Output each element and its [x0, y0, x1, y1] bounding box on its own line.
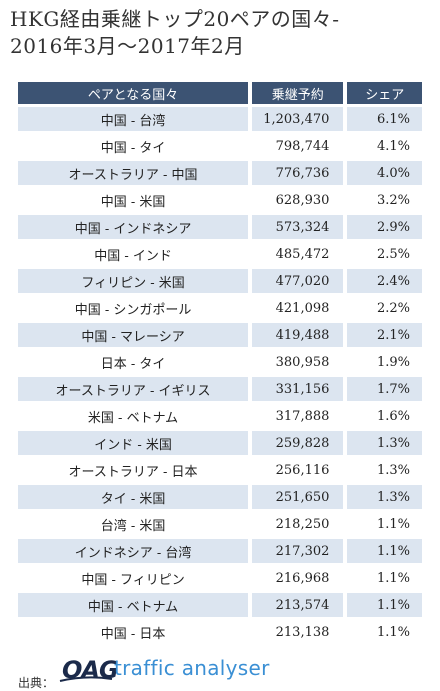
table-row: 中国 - フィリピン 216,968 1.1% [18, 566, 422, 590]
table-row: 中国 - シンガポール 421,098 2.2% [18, 296, 422, 320]
cell-bookings: 477,020 [252, 269, 348, 293]
table-row: フィリピン - 米国 477,020 2.4% [18, 269, 422, 293]
cell-share: 1.1% [347, 593, 422, 617]
cell-bookings: 776,736 [252, 161, 348, 185]
cell-share: 1.1% [347, 539, 422, 563]
cell-pair: 中国 - マレーシア [18, 323, 253, 347]
table-row: インドネシア - 台湾 217,302 1.1% [18, 539, 422, 563]
cell-pair: インドネシア - 台湾 [18, 539, 253, 563]
cell-bookings: 798,744 [252, 134, 348, 158]
table-row: 中国 - インドネシア 573,324 2.9% [18, 215, 422, 239]
cell-share: 1.3% [347, 431, 422, 455]
cell-pair: タイ - 米国 [18, 485, 253, 509]
table-row: 中国 - マレーシア 419,488 2.1% [18, 323, 422, 347]
cell-share: 1.3% [347, 458, 422, 482]
table-header-row: ペアとなる国々 乗継予約 シェア [18, 82, 422, 104]
cell-pair: インド - 米国 [18, 431, 253, 455]
transfer-pairs-table: ペアとなる国々 乗継予約 シェア 中国 - 台湾 1,203,470 6.1% 中国 … [18, 79, 422, 647]
cell-bookings: 216,968 [252, 566, 348, 590]
cell-pair: 日本 - タイ [18, 350, 253, 374]
cell-share: 2.9% [347, 215, 422, 239]
title-line-1: HKG経由乗継トップ20ペアの国々- [10, 7, 340, 31]
cell-share: 1.1% [347, 512, 422, 536]
traffic-analyser-logo: traffic analyser [114, 656, 270, 680]
title-line-2: 2016年3月～2017年2月 [10, 34, 245, 58]
cell-bookings: 573,324 [252, 215, 348, 239]
table-row: 中国 - タイ 798,744 4.1% [18, 134, 422, 158]
table-row: オーストラリア - イギリス 331,156 1.7% [18, 377, 422, 401]
cell-pair: オーストラリア - イギリス [18, 377, 253, 401]
cell-pair: オーストラリア - 日本 [18, 458, 253, 482]
table-row: 中国 - ベトナム 213,574 1.1% [18, 593, 422, 617]
cell-share: 3.2% [347, 188, 422, 212]
table-row: 中国 - 米国 628,930 3.2% [18, 188, 422, 212]
chart-title: HKG経由乗継トップ20ペアの国々- 2016年3月～2017年2月 [10, 6, 430, 60]
cell-share: 4.1% [347, 134, 422, 158]
cell-pair: 中国 - フィリピン [18, 566, 253, 590]
source-credit: 出典： OAG traffic analyser [18, 650, 418, 690]
table-row: 中国 - 日本 213,138 1.1% [18, 620, 422, 644]
cell-share: 6.1% [347, 107, 422, 131]
table-row: インド - 米国 259,828 1.3% [18, 431, 422, 455]
cell-pair: 中国 - インド [18, 242, 253, 266]
cell-bookings: 317,888 [252, 404, 348, 428]
table-row: 中国 - インド 485,472 2.5% [18, 242, 422, 266]
cell-share: 1.3% [347, 485, 422, 509]
cell-pair: 中国 - 日本 [18, 620, 253, 644]
cell-pair: 台湾 - 米国 [18, 512, 253, 536]
cell-share: 2.5% [347, 242, 422, 266]
table-row: 日本 - タイ 380,958 1.9% [18, 350, 422, 374]
source-label: 出典： [18, 676, 55, 690]
cell-pair: 中国 - 米国 [18, 188, 253, 212]
header-pair: ペアとなる国々 [18, 82, 253, 104]
table-row: タイ - 米国 251,650 1.3% [18, 485, 422, 509]
table-row: 米国 - ベトナム 317,888 1.6% [18, 404, 422, 428]
cell-share: 1.7% [347, 377, 422, 401]
cell-share: 2.4% [347, 269, 422, 293]
table-row: オーストラリア - 日本 256,116 1.3% [18, 458, 422, 482]
table-row: 中国 - 台湾 1,203,470 6.1% [18, 107, 422, 131]
cell-bookings: 217,302 [252, 539, 348, 563]
cell-pair: 中国 - シンガポール [18, 296, 253, 320]
cell-bookings: 1,203,470 [252, 107, 348, 131]
cell-bookings: 256,116 [252, 458, 348, 482]
oag-swoosh-icon [59, 676, 113, 682]
cell-share: 2.2% [347, 296, 422, 320]
header-share: シェア [347, 82, 422, 104]
cell-share: 2.1% [347, 323, 422, 347]
cell-pair: 中国 - インドネシア [18, 215, 253, 239]
cell-bookings: 213,138 [252, 620, 348, 644]
header-bookings: 乗継予約 [252, 82, 348, 104]
cell-share: 1.1% [347, 566, 422, 590]
cell-pair: オーストラリア - 中国 [18, 161, 253, 185]
cell-bookings: 419,488 [252, 323, 348, 347]
cell-share: 4.0% [347, 161, 422, 185]
cell-bookings: 628,930 [252, 188, 348, 212]
cell-bookings: 213,574 [252, 593, 348, 617]
cell-bookings: 421,098 [252, 296, 348, 320]
cell-bookings: 331,156 [252, 377, 348, 401]
cell-pair: フィリピン - 米国 [18, 269, 253, 293]
cell-bookings: 218,250 [252, 512, 348, 536]
cell-bookings: 251,650 [252, 485, 348, 509]
cell-bookings: 259,828 [252, 431, 348, 455]
table-row: オーストラリア - 中国 776,736 4.0% [18, 161, 422, 185]
cell-pair: 中国 - 台湾 [18, 107, 253, 131]
table-row: 台湾 - 米国 218,250 1.1% [18, 512, 422, 536]
cell-pair: 米国 - ベトナム [18, 404, 253, 428]
cell-bookings: 485,472 [252, 242, 348, 266]
cell-share: 1.1% [347, 620, 422, 644]
cell-share: 1.6% [347, 404, 422, 428]
cell-pair: 中国 - タイ [18, 134, 253, 158]
cell-share: 1.9% [347, 350, 422, 374]
cell-pair: 中国 - ベトナム [18, 593, 253, 617]
cell-bookings: 380,958 [252, 350, 348, 374]
